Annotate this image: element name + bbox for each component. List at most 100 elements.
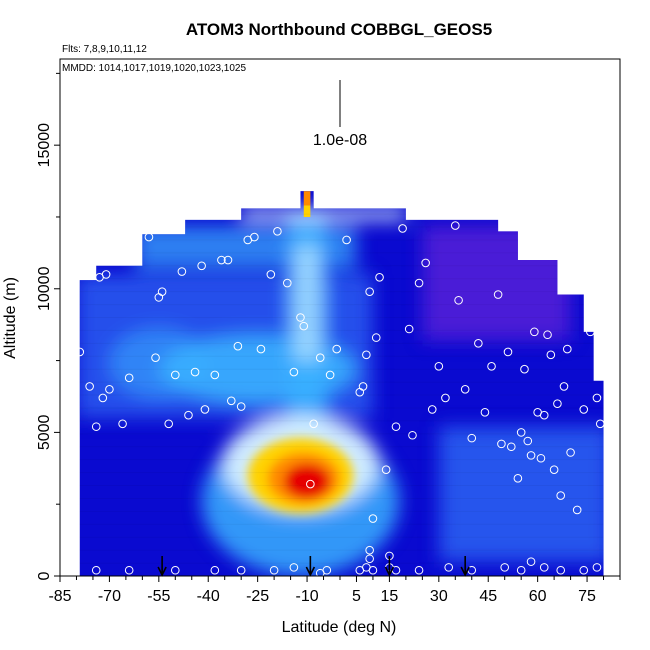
sample-point: [441, 393, 450, 403]
sample-point: [282, 278, 292, 288]
sample-point: [342, 235, 351, 245]
sample-point: [184, 410, 193, 420]
sample-point: [404, 324, 414, 334]
heatmap-field: [79, 191, 604, 576]
sample-point: [365, 545, 374, 555]
y-tick-label: 10000: [36, 266, 53, 311]
sample-point: [177, 267, 187, 276]
sample-point: [266, 270, 276, 279]
sample-point: [586, 327, 595, 337]
sample-point: [269, 565, 279, 575]
sample-point: [520, 364, 529, 374]
sample-point: [556, 565, 566, 575]
sample-point: [118, 419, 127, 429]
sample-point: [250, 232, 259, 242]
sample-point: [157, 287, 167, 296]
sample-point: [503, 347, 513, 357]
sample-point: [256, 344, 266, 354]
sample-point: [210, 565, 220, 575]
sample-point: [315, 353, 325, 363]
sample-point: [197, 261, 206, 271]
x-tick-label: 45: [479, 588, 497, 605]
sample-point: [164, 419, 174, 429]
sample-point: [579, 565, 589, 575]
sample-point: [98, 393, 108, 403]
x-axis-label: Latitude (deg N): [282, 619, 397, 636]
y-tick-label: 0: [36, 571, 53, 580]
sample-point: [236, 565, 246, 575]
sample-point: [579, 405, 589, 414]
sample-point: [306, 479, 315, 489]
sample-point: [381, 465, 391, 475]
x-tick-label: -40: [197, 588, 220, 605]
sample-point: [91, 422, 101, 431]
x-tick-label: -70: [98, 588, 121, 605]
x-tick-label: 5: [352, 588, 361, 605]
sample-point: [391, 422, 401, 431]
sample-point: [375, 272, 384, 282]
sample-point: [474, 339, 483, 348]
x-tick-label: -55: [147, 588, 170, 605]
flight-arrow: [157, 556, 167, 577]
sample-point: [368, 565, 378, 575]
sample-point: [358, 382, 368, 391]
sample-point: [556, 491, 566, 500]
sample-point: [309, 419, 318, 429]
sample-point: [408, 430, 417, 440]
sample-point: [223, 255, 233, 265]
y-tick-label: 15000: [36, 123, 53, 168]
sample-point: [289, 563, 299, 572]
sample-point: [460, 385, 470, 394]
x-tick-label: -25: [246, 588, 269, 605]
sample-point: [299, 321, 309, 331]
sample-point: [454, 295, 463, 305]
sample-point: [562, 344, 572, 354]
sample-point: [487, 362, 496, 371]
flight-arrow: [460, 556, 470, 577]
sample-point: [226, 396, 236, 406]
sample-point: [526, 557, 536, 566]
sample-point: [85, 382, 94, 391]
sample-point: [572, 505, 582, 515]
sample-point: [325, 370, 335, 380]
sample-point: [200, 405, 210, 414]
sample-point: [493, 290, 503, 299]
x-tick-label: -85: [48, 588, 71, 605]
sample-point: [546, 350, 556, 360]
sample-point: [592, 563, 602, 572]
sample-point: [530, 327, 539, 337]
flight-arrow: [305, 556, 316, 577]
sample-point: [105, 385, 114, 394]
sample-point: [497, 439, 506, 449]
sample-point: [414, 278, 424, 288]
sample-point: [539, 563, 549, 572]
flight-arrow: [384, 556, 395, 577]
x-tick-label: 60: [529, 588, 547, 605]
sample-point: [434, 362, 444, 371]
sample-point: [273, 227, 282, 236]
sample-point: [592, 393, 602, 403]
sample-point: [516, 428, 526, 437]
sample-point: [523, 436, 533, 446]
sample-point: [289, 367, 299, 377]
sample-point: [500, 563, 510, 572]
sample-point: [467, 433, 477, 443]
sample-point: [543, 330, 552, 340]
sample-point: [91, 565, 101, 575]
flight-arrows: [157, 556, 470, 577]
sample-point: [144, 232, 154, 242]
sample-point: [124, 373, 134, 383]
sample-point: [566, 448, 575, 457]
sample-point: [539, 410, 549, 420]
sample-point: [549, 465, 559, 475]
sample-point: [315, 568, 325, 576]
y-tick-label: 5000: [36, 414, 53, 450]
sample-point: [444, 563, 454, 572]
sample-point: [365, 554, 374, 564]
sample-point: [124, 565, 134, 575]
sample-point: [427, 405, 437, 414]
flights-label: Flts: 7,8,9,10,11,12: [62, 44, 147, 55]
x-tick-label: -10: [295, 588, 318, 605]
x-tick-label: 75: [578, 588, 596, 605]
